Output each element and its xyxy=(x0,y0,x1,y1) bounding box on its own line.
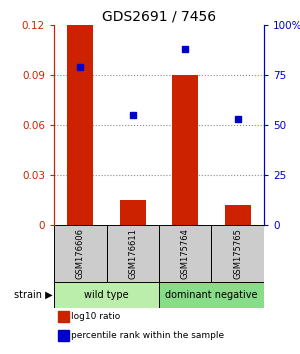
Text: GSM175764: GSM175764 xyxy=(181,228,190,279)
Bar xyxy=(106,225,159,282)
Text: GSM176606: GSM176606 xyxy=(76,228,85,279)
Text: wild type: wild type xyxy=(84,290,129,300)
Text: GSM175765: GSM175765 xyxy=(233,228,242,279)
Text: percentile rank within the sample: percentile rank within the sample xyxy=(71,331,224,341)
Title: GDS2691 / 7456: GDS2691 / 7456 xyxy=(102,10,216,24)
Bar xyxy=(58,330,69,341)
Bar xyxy=(225,205,251,225)
Bar xyxy=(159,282,264,308)
Bar xyxy=(67,25,93,225)
Text: dominant negative: dominant negative xyxy=(165,290,258,300)
Bar xyxy=(120,200,146,225)
Text: GSM176611: GSM176611 xyxy=(128,228,137,279)
Bar xyxy=(54,225,106,282)
Bar xyxy=(58,311,69,322)
Text: strain ▶: strain ▶ xyxy=(14,290,53,300)
Bar xyxy=(172,75,198,225)
Text: log10 ratio: log10 ratio xyxy=(71,312,120,321)
Bar xyxy=(212,225,264,282)
Bar xyxy=(54,282,159,308)
Bar xyxy=(159,225,211,282)
